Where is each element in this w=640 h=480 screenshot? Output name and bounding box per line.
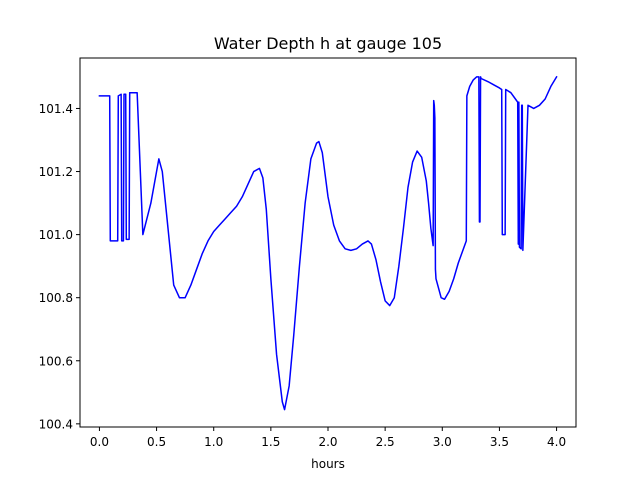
x-tick-label: 1.0 [204,435,223,449]
x-tick-label: 2.5 [376,435,395,449]
y-tick-label: 100.8 [39,291,73,305]
x-tick-label: 2.0 [318,435,337,449]
x-tick-label: 3.0 [433,435,452,449]
y-tick-label: 100.6 [39,354,73,368]
x-axis-label: hours [311,457,345,471]
x-tick-label: 3.5 [490,435,509,449]
x-tick-label: 0.5 [147,435,166,449]
chart-title: Water Depth h at gauge 105 [214,34,442,53]
y-tick-label: 100.4 [39,417,73,431]
series-line-0 [98,75,558,411]
axes: 0.0 0.5 1.0 1.5 2.0 2.5 3.0 3.5 4.0 100.4 100.6 100… [39,57,577,449]
y-tick-label: 101.4 [39,102,73,116]
y-tick-label: 101.2 [39,165,73,179]
plot-area [98,75,558,411]
x-tick-label: 0.0 [90,435,109,449]
y-tick-label: 101.0 [39,228,73,242]
x-tick-label: 1.5 [261,435,280,449]
x-tick-label: 4.0 [547,435,566,449]
